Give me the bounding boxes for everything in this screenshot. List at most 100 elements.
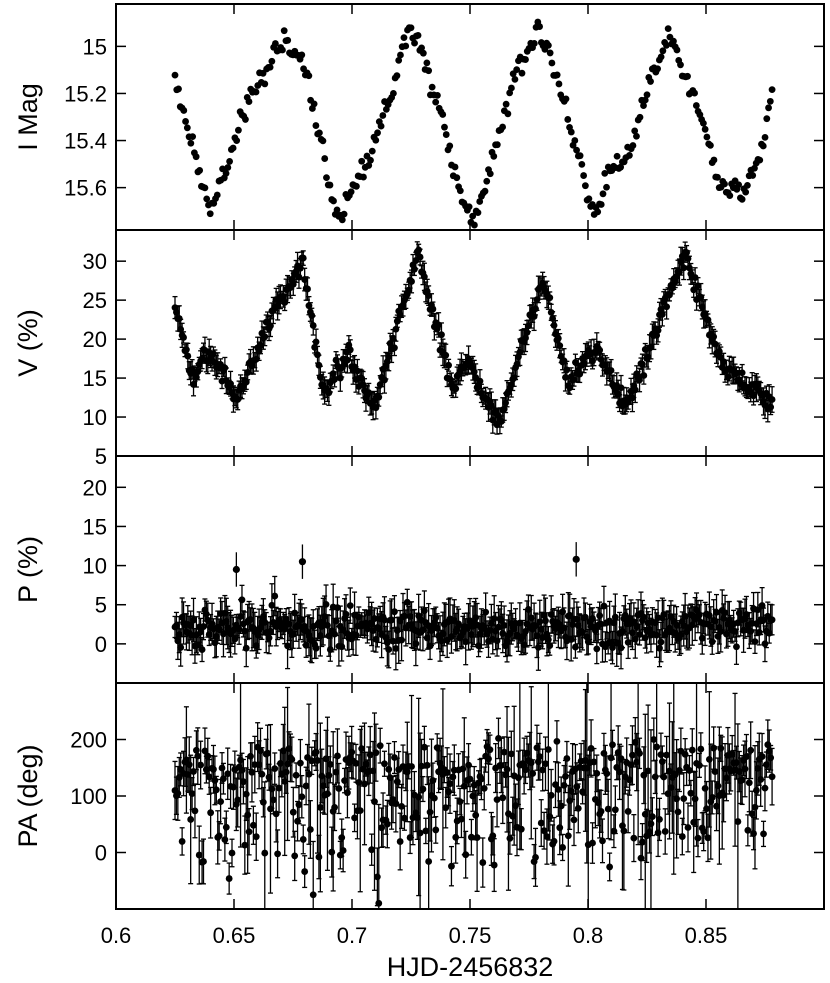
point-imag-228	[573, 146, 580, 154]
point-ppct-318	[624, 638, 632, 646]
point-vpct-181	[429, 305, 437, 313]
point-vpct-378	[710, 333, 718, 341]
point-pa-102	[316, 804, 324, 811]
point-pa-62	[259, 798, 267, 806]
point-pa-2	[174, 790, 182, 797]
point-pa-17	[195, 851, 203, 859]
point-pa-177	[423, 761, 431, 769]
point-imag-173	[476, 198, 484, 205]
point-pa-270	[556, 824, 564, 832]
point-vpct-147	[381, 376, 388, 384]
point-vpct-253	[532, 305, 539, 313]
point-imag-92	[333, 206, 341, 214]
series-imag	[171, 18, 776, 229]
point-vpct-247	[523, 329, 531, 336]
point-imag-160	[453, 174, 461, 182]
y-tick-label-vpct-4: 25	[83, 288, 107, 313]
point-imag-218	[555, 80, 563, 88]
point-pa-211	[472, 811, 480, 819]
point-vpct-116	[336, 374, 344, 382]
point-pa-253	[532, 853, 539, 861]
point-pa-176	[422, 827, 430, 835]
point-imag-143	[423, 59, 431, 67]
point-imag-245	[603, 183, 610, 191]
point-ppct-47	[238, 596, 246, 604]
point-vpct-93	[304, 285, 311, 293]
point-pa-63	[261, 849, 269, 857]
point-ppct-113	[332, 617, 340, 625]
point-vpct-323	[631, 386, 639, 394]
point-vpct-90	[299, 254, 307, 262]
point-pa-101	[315, 853, 323, 861]
point-pa-212	[473, 834, 481, 841]
point-pa-69	[269, 796, 277, 804]
point-pa-15	[192, 746, 200, 754]
point-pa-161	[401, 814, 408, 822]
point-pa-121	[344, 789, 351, 797]
point-vpct-192	[445, 361, 453, 369]
point-imag-124	[390, 89, 397, 97]
point-pa-241	[515, 774, 522, 782]
point-vpct-67	[267, 322, 274, 330]
point-pa-262	[544, 746, 552, 753]
point-imag-40	[242, 116, 249, 123]
point-pa-84	[291, 852, 299, 860]
point-ppct-370	[698, 634, 706, 642]
point-pa-109	[326, 761, 334, 768]
point-imag-274	[654, 65, 661, 73]
point-imag-9	[187, 139, 195, 147]
point-imag-88	[326, 181, 334, 189]
point-ppct-123	[346, 602, 354, 610]
point-vpct-13	[190, 381, 197, 388]
point-vpct-8	[183, 346, 190, 354]
point-pa-272	[559, 844, 567, 851]
point-pa-201	[458, 815, 465, 823]
point-pa-31	[215, 832, 223, 840]
point-pa-283	[574, 804, 582, 812]
point-vpct-275	[563, 366, 571, 374]
point-ppct-70	[271, 592, 279, 600]
point-pa-243	[517, 825, 525, 833]
point-pa-276	[564, 832, 572, 840]
point-imag-301	[701, 125, 709, 133]
point-imag-131	[402, 42, 410, 50]
point-pa-52	[245, 828, 253, 836]
point-vpct-270	[556, 342, 564, 350]
point-pa-118	[339, 847, 347, 854]
y-tick-label-vpct-2: 15	[83, 366, 107, 391]
point-pa-158	[396, 838, 404, 845]
point-imag-55	[268, 57, 276, 65]
point-imag-315	[726, 192, 734, 199]
point-pa-233	[503, 765, 511, 773]
point-vpct-143	[375, 393, 383, 401]
point-imag-85	[321, 155, 329, 162]
point-ppct-218	[482, 608, 490, 616]
point-pa-230	[499, 794, 507, 802]
point-imag-227	[571, 137, 579, 144]
point-vpct-150	[385, 353, 393, 361]
point-pa-12	[188, 790, 196, 798]
point-pa-95	[306, 826, 314, 833]
point-imag-312	[721, 180, 728, 188]
point-ppct-50	[242, 644, 250, 652]
point-pa-184	[433, 744, 441, 751]
point-imag-306	[710, 156, 718, 164]
point-pa-256	[536, 753, 544, 761]
point-imag-270	[647, 78, 654, 85]
point-ppct-106	[322, 600, 330, 608]
point-pa-130	[356, 807, 364, 814]
point-imag-295	[691, 89, 698, 97]
point-imag-152	[439, 111, 447, 118]
point-imag-127	[395, 56, 403, 64]
point-imag-112	[368, 147, 376, 155]
y-axis-title-vpct: V (%)	[13, 309, 43, 377]
point-pa-91	[301, 868, 309, 875]
point-pa-54	[248, 768, 256, 776]
panels: 15 15.2 15.4 15.6 I Mag 5 10 15 20 25 30 V (%) 0 5 10 1…	[13, 3, 825, 910]
point-imag-260	[629, 142, 637, 149]
point-imag-261	[631, 127, 639, 135]
point-pa-271	[557, 802, 565, 810]
point-vpct-77	[281, 299, 289, 306]
y-tick-label-vpct-3: 20	[83, 327, 107, 352]
point-vpct-418	[767, 403, 775, 411]
